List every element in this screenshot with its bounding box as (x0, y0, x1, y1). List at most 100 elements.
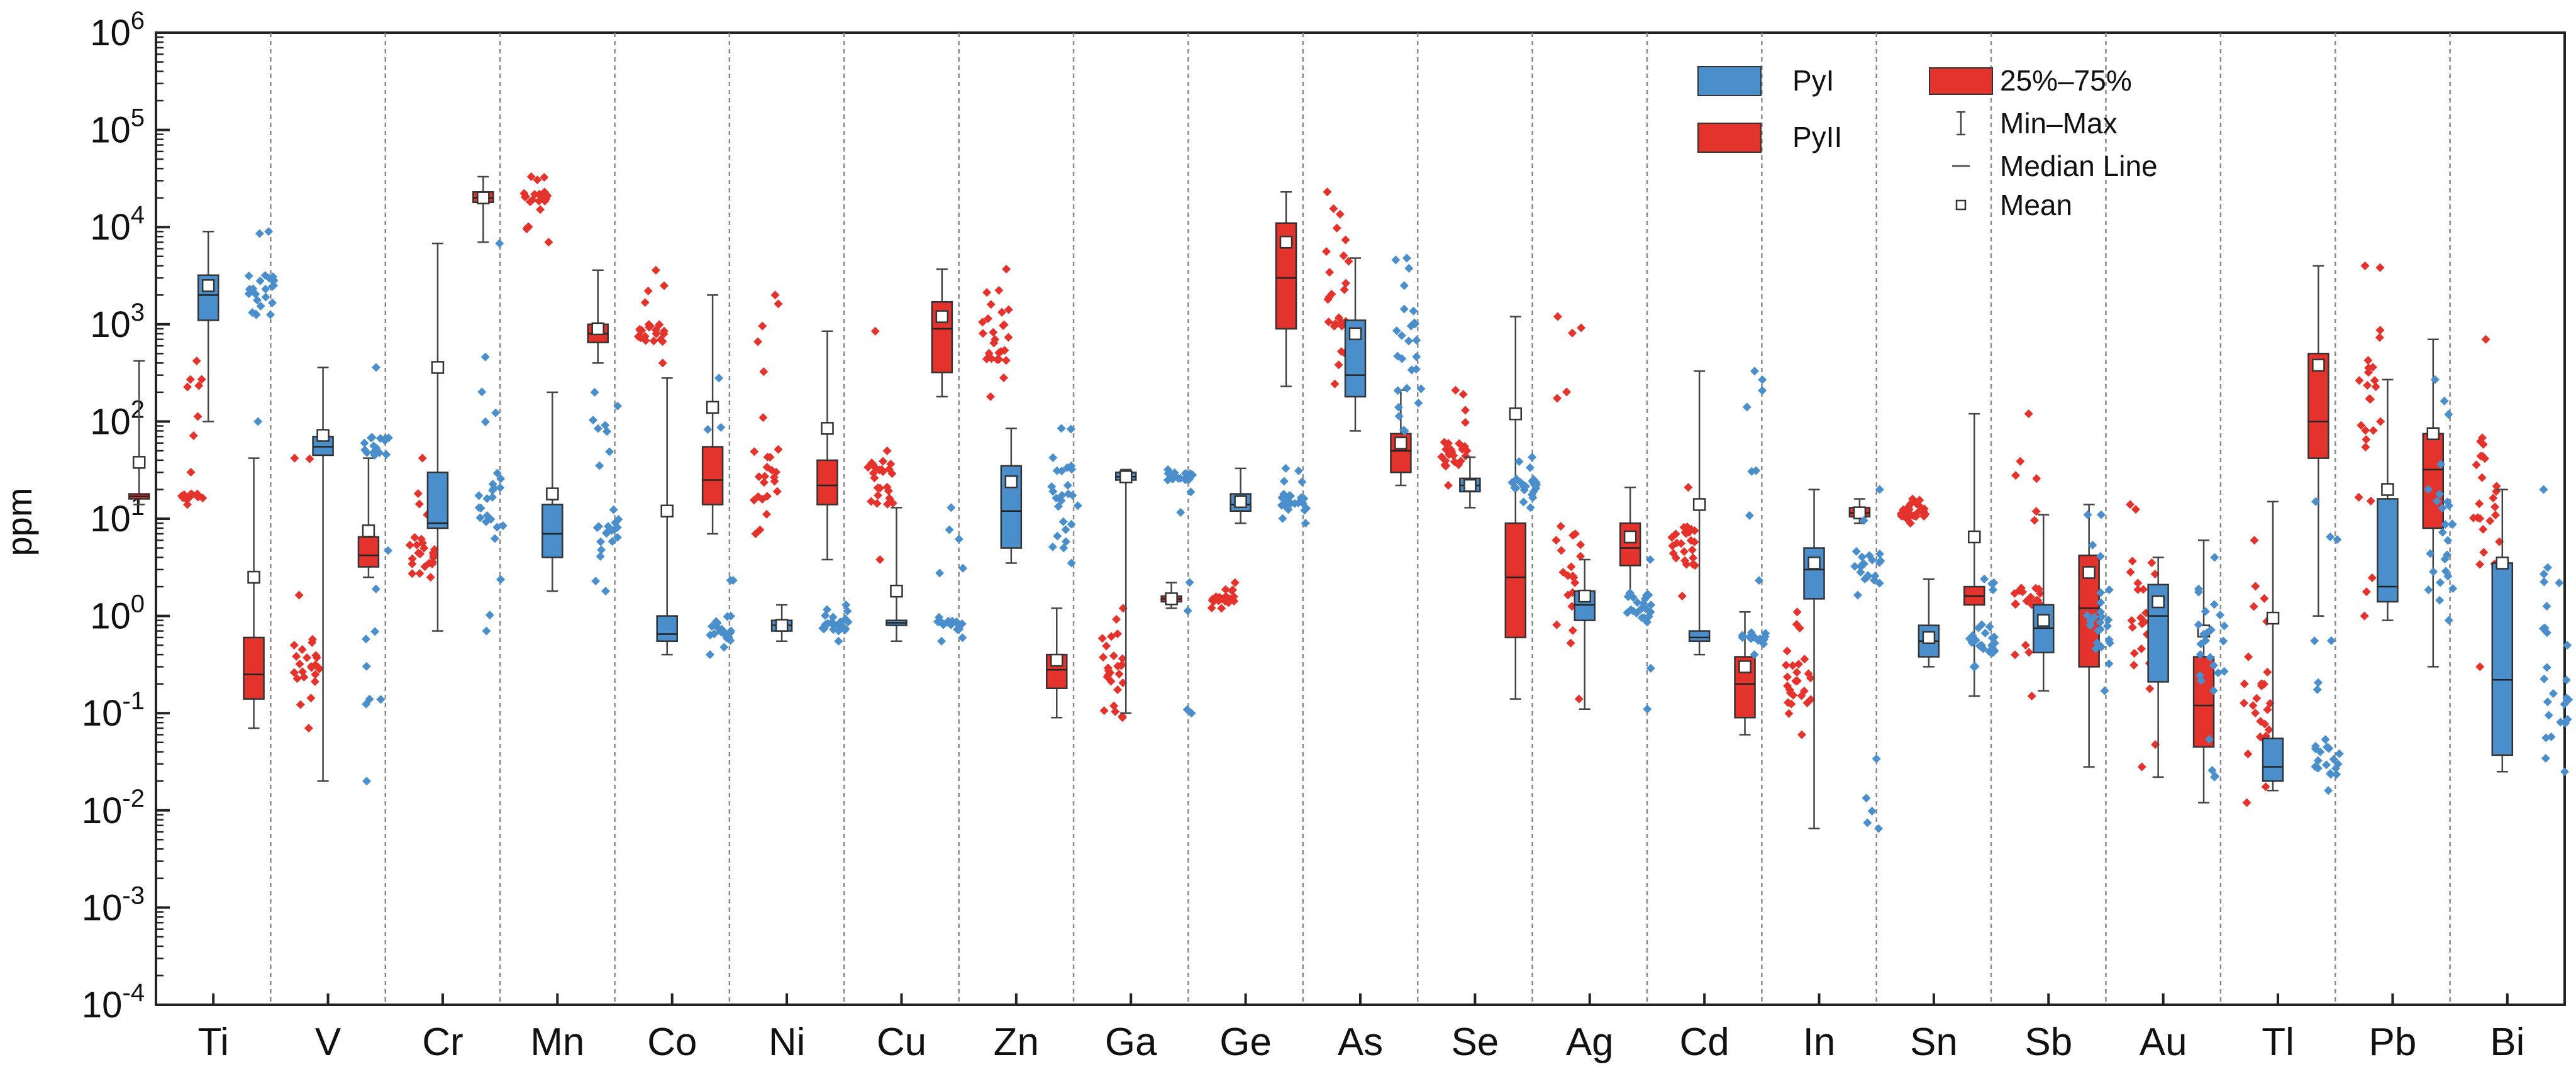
data-point (2448, 583, 2458, 593)
data-point (2097, 642, 2106, 651)
mean-marker (362, 524, 375, 538)
y-tick-label: 105 (90, 104, 145, 151)
data-point (2443, 572, 2453, 581)
data-point (2329, 755, 2338, 764)
data-point (372, 443, 381, 453)
y-tick-label: 106 (90, 7, 145, 53)
data-point (636, 326, 645, 335)
data-point (2370, 376, 2379, 385)
data-point (2371, 382, 2380, 392)
data-point (189, 431, 198, 440)
data-point (1792, 668, 1802, 677)
data-point (2011, 600, 2020, 609)
data-point (1668, 541, 1677, 551)
data-point (1974, 623, 1983, 633)
iqr-box (2377, 498, 2399, 603)
data-point (2096, 551, 2105, 561)
data-point (491, 408, 501, 418)
data-point (1061, 537, 1070, 546)
data-point (1118, 654, 1127, 663)
data-point (419, 543, 429, 553)
data-point (370, 627, 380, 636)
iqr-box (1504, 522, 1527, 639)
data-point (2240, 679, 2249, 689)
data-point (1872, 754, 1881, 763)
data-point (193, 412, 203, 421)
data-point (2475, 662, 2485, 672)
data-point (2563, 641, 2572, 650)
data-point (2539, 485, 2548, 494)
data-point (1529, 487, 1538, 496)
data-point (1458, 390, 1468, 399)
data-point (2365, 394, 2374, 404)
data-point (1625, 588, 1635, 597)
data-point (252, 296, 262, 305)
data-point (596, 551, 605, 561)
data-point (1227, 586, 1236, 595)
box-PyI-Ti (197, 227, 279, 426)
data-point (2313, 763, 2323, 773)
box-PyI-Mn (541, 387, 623, 596)
plot-border (155, 31, 2566, 1006)
mean-marker (1578, 589, 1592, 603)
data-point (2209, 661, 2219, 670)
legend-mean-icon (1955, 199, 1967, 211)
data-point (408, 559, 417, 568)
data-point (1186, 487, 1196, 497)
data-point (362, 448, 372, 457)
data-point (2090, 612, 2099, 622)
data-point (1687, 545, 1697, 555)
data-point (294, 590, 304, 600)
data-point (999, 320, 1009, 329)
iqr-box (357, 536, 380, 568)
data-point (430, 545, 439, 554)
data-point (1053, 531, 1062, 541)
data-point (1641, 604, 1650, 614)
data-point (2477, 473, 2487, 482)
iqr-box (1619, 522, 1641, 567)
mean-marker (1692, 498, 1706, 511)
data-point (1412, 336, 1421, 345)
data-point (2481, 335, 2490, 344)
data-point (2204, 734, 2214, 744)
data-point (244, 271, 253, 280)
data-point (2219, 636, 2228, 646)
mean-marker (2426, 427, 2440, 440)
data-point (384, 546, 393, 555)
data-point (1397, 354, 1407, 363)
data-point (1671, 529, 1680, 539)
mean-marker (1968, 530, 1981, 544)
data-point (192, 357, 201, 366)
data-point (362, 661, 371, 671)
data-point (1990, 633, 1999, 642)
box-PyII-Mn (472, 172, 553, 247)
data-point (1570, 578, 1580, 587)
box-PyI-Sb (2033, 510, 2114, 695)
mean-marker (935, 310, 949, 323)
legend-box-icon (1929, 67, 1993, 95)
data-point (1441, 461, 1450, 470)
data-point (2355, 376, 2364, 385)
mean-marker (132, 456, 146, 469)
data-point (659, 281, 669, 290)
data-point (1437, 452, 1446, 462)
data-point (1787, 699, 1796, 709)
data-point (255, 276, 265, 285)
data-point (1742, 402, 1752, 412)
data-point (2096, 607, 2106, 617)
data-point (1640, 613, 1649, 622)
box-PyI-Cr (426, 239, 508, 636)
data-point (2491, 511, 2501, 520)
data-point (1875, 549, 1884, 558)
data-point (1294, 466, 1303, 475)
data-point (1329, 204, 1338, 213)
data-point (2034, 584, 2043, 594)
box-PyI-Pb (2377, 375, 2458, 625)
y-axis: 106 105 104 103 102 101 100 10-1 10-2 10-3 10-4 (82, 7, 170, 1026)
data-point (1460, 418, 1470, 427)
data-point (525, 197, 535, 207)
data-point (2129, 660, 2139, 670)
box-PyI-Tl (2262, 497, 2344, 795)
data-point (536, 205, 545, 214)
data-point (886, 459, 896, 468)
